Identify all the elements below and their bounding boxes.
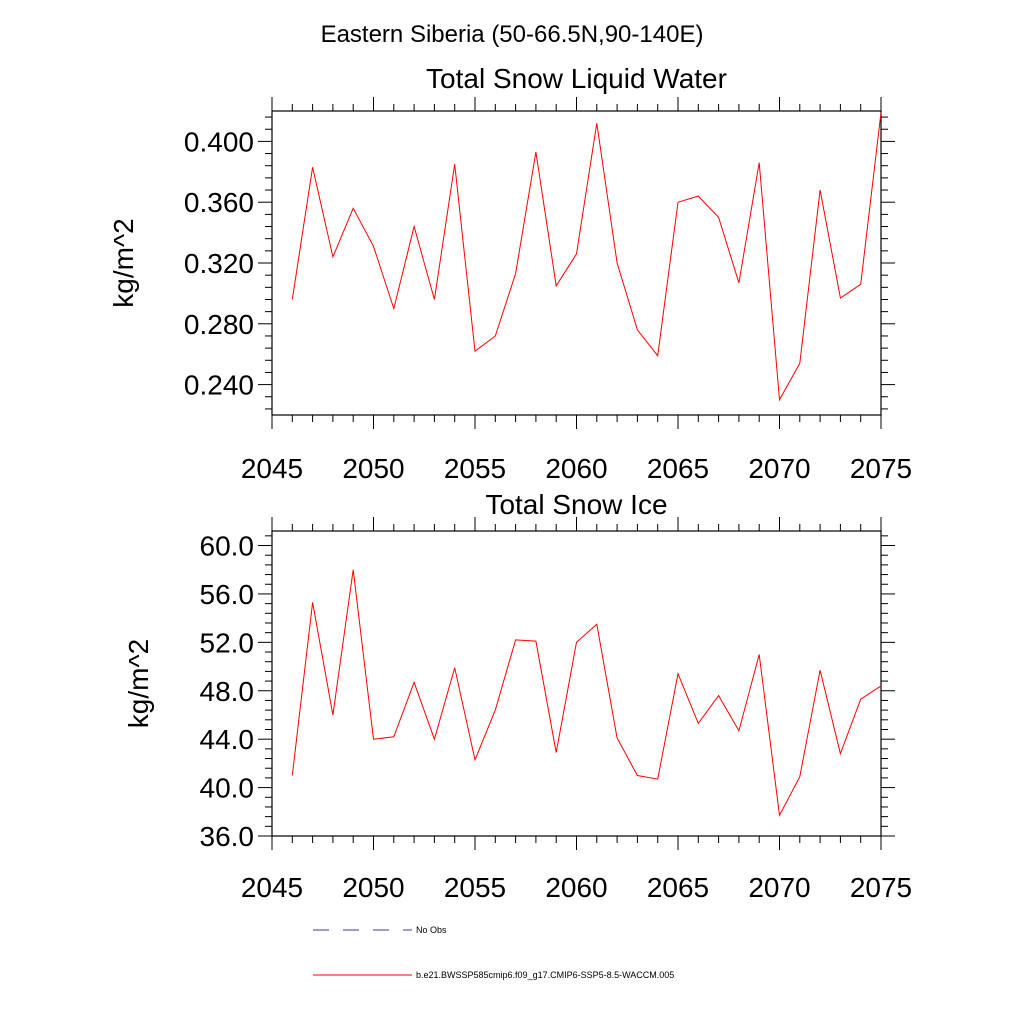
chart-0-ytick-label: 0.360 [184, 187, 254, 218]
chart-1-ytick-label: 60.0 [200, 531, 255, 562]
chart-1-xtick-label: 2055 [444, 872, 506, 903]
chart-0-ytick-label: 0.400 [184, 126, 254, 157]
chart-0-xtick-label: 2055 [444, 453, 506, 484]
chart-0-frame [271, 110, 882, 416]
chart-1-ytick-label: 52.0 [200, 627, 255, 658]
chart-1-xtick-label: 2060 [545, 872, 607, 903]
chart-0-xtick-label: 2065 [647, 453, 709, 484]
legend-obs-label: No Obs [416, 925, 447, 935]
chart-1-xtick-label: 2045 [241, 872, 303, 903]
chart-0-xtick-label: 2075 [850, 453, 912, 484]
chart-1-ytick-label: 44.0 [200, 724, 255, 755]
figure-title: Eastern Siberia (50-66.5N,90-140E) [321, 21, 704, 48]
chart-1-ytick-label: 56.0 [200, 579, 255, 610]
chart-1-ytick-label: 36.0 [200, 821, 255, 852]
snow-ice-panel: Total Snow Ice kg/m^2 2045 2050 2055 2060 2065… [123, 489, 912, 903]
chart-1-title: Total Snow Ice [485, 489, 667, 520]
chart-1-xtick-label: 2070 [748, 872, 810, 903]
chart-0-ytick-label: 0.240 [184, 370, 254, 401]
chart-1-ytick-label: 48.0 [200, 676, 255, 707]
chart-1-xtick-label: 2050 [342, 872, 404, 903]
liquid-water-panel: Total Snow Liquid Water kg/m^2 2045 2050 205… [108, 63, 912, 484]
chart-0-xtick-label: 2045 [241, 453, 303, 484]
chart-1-ytick-label: 40.0 [200, 773, 255, 804]
chart-0-xtick-label: 2060 [545, 453, 607, 484]
chart-0-xtick-label: 2050 [342, 453, 404, 484]
chart-1-series-0-line [291, 569, 882, 818]
chart-1-xtick-label: 2065 [647, 872, 709, 903]
chart-0-ytick-label: 0.320 [184, 248, 254, 279]
chart-0-ylabel: kg/m^2 [108, 218, 139, 307]
chart-0-xtick-label: 2070 [748, 453, 810, 484]
legend: No Obs b.e21.BWSSP585cmip6.f09_g17.CMIP6… [313, 925, 674, 980]
chart-1-frame [271, 530, 882, 837]
chart-1-ylabel: kg/m^2 [123, 639, 154, 728]
chart-0-title: Total Snow Liquid Water [426, 63, 727, 94]
chart-0-ytick-label: 0.280 [184, 309, 254, 340]
chart-0-series-0-line [291, 112, 882, 402]
chart-1-xtick-label: 2075 [850, 872, 912, 903]
legend-model-label: b.e21.BWSSP585cmip6.f09_g17.CMIP6-SSP5-8… [416, 970, 674, 980]
